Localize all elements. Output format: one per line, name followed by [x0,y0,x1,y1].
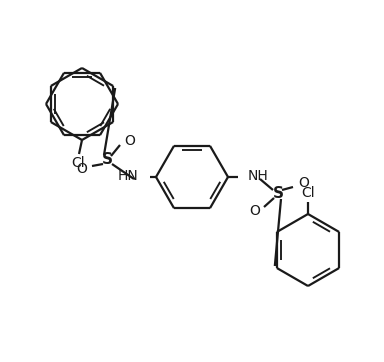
Text: O: O [298,176,309,190]
Text: Cl: Cl [301,186,315,200]
Text: Cl: Cl [71,156,85,170]
Text: S: S [101,152,113,168]
Text: O: O [249,204,260,218]
Text: S: S [273,186,283,202]
Text: O: O [76,162,87,176]
Text: NH: NH [248,169,269,183]
Text: O: O [124,134,135,148]
Text: HN: HN [117,169,138,183]
